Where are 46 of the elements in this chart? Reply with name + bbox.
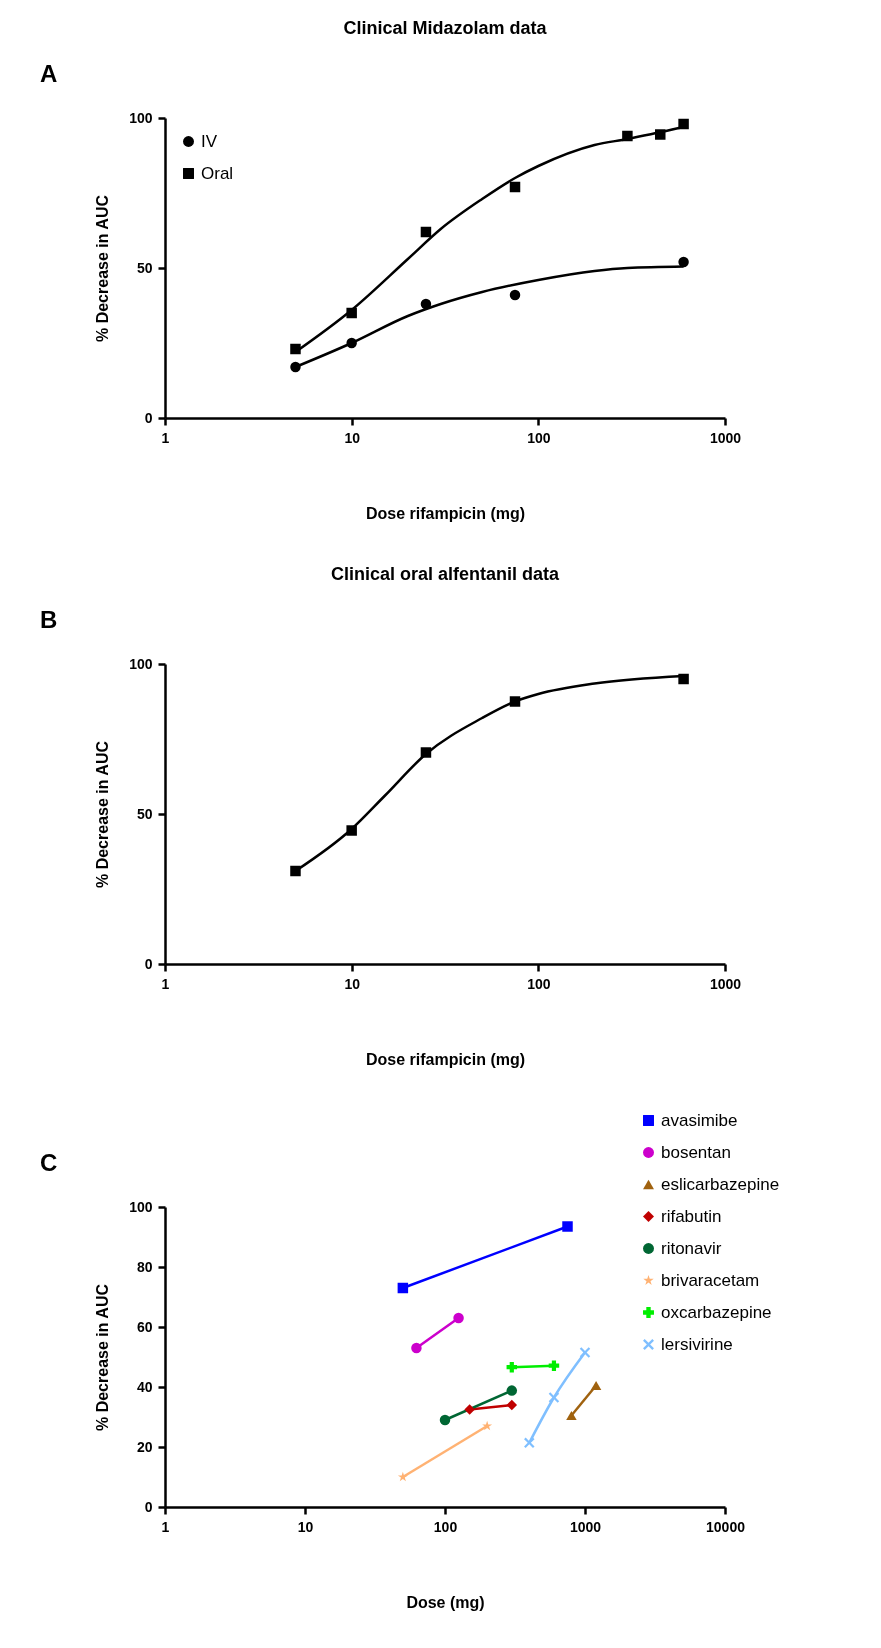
y-tick-label: 40 bbox=[136, 1378, 153, 1395]
text: B bbox=[40, 606, 58, 633]
y-tick-label: 100 bbox=[129, 1198, 153, 1215]
x-tick-label: 10000 bbox=[706, 1518, 746, 1535]
chart-title: Clinical Midazolam data bbox=[343, 18, 548, 38]
text: A bbox=[40, 60, 58, 87]
text: C bbox=[40, 1149, 58, 1176]
x-tick-label: 10 bbox=[344, 975, 361, 992]
x-tick-label: 10 bbox=[344, 429, 361, 446]
x-axis-title: Dose (mg) bbox=[406, 1593, 485, 1611]
legend-label: rifabutin bbox=[661, 1206, 722, 1226]
y-tick-label: 50 bbox=[136, 805, 153, 822]
y-tick-label: 50 bbox=[136, 259, 153, 276]
x-tick-label: 100 bbox=[527, 975, 551, 992]
y-tick-label: 0 bbox=[144, 1498, 153, 1515]
y-tick-label: 0 bbox=[144, 955, 153, 972]
y-tick-label: 100 bbox=[129, 109, 153, 126]
chart-title: Clinical oral alfentanil data bbox=[330, 564, 561, 584]
legend-label: ritonavir bbox=[661, 1238, 722, 1258]
y-tick-label: 80 bbox=[136, 1258, 153, 1275]
y-tick-label: 20 bbox=[136, 1438, 153, 1455]
legend-label: eslicarbazepine bbox=[661, 1174, 780, 1194]
x-axis-title: Dose rifampicin (mg) bbox=[365, 504, 526, 522]
x-tick-label: 1000 bbox=[569, 1518, 602, 1535]
x-tick-label: 1 bbox=[161, 975, 170, 992]
y-axis-title: % Decrease in AUC bbox=[94, 194, 112, 343]
x-tick-label: 100 bbox=[527, 429, 551, 446]
x-tick-label: 100 bbox=[433, 1518, 458, 1535]
y-axis-title: % Decrease in AUC bbox=[94, 740, 112, 889]
legend-label: oxcarbazepine bbox=[661, 1302, 772, 1322]
x-tick-label: 10 bbox=[297, 1518, 314, 1535]
y-tick-label: 100 bbox=[129, 655, 153, 672]
y-axis-title: % Decrease in AUC bbox=[94, 1283, 112, 1432]
x-axis-title: Dose rifampicin (mg) bbox=[365, 1050, 526, 1068]
y-tick-label: 60 bbox=[136, 1318, 153, 1335]
x-tick-label: 1000 bbox=[709, 975, 742, 992]
legend-label: Oral bbox=[201, 163, 234, 183]
legend-label: brivaracetam bbox=[661, 1270, 760, 1290]
legend-label: IV bbox=[201, 131, 218, 151]
x-tick-label: 1 bbox=[161, 1518, 170, 1535]
legend-label: bosentan bbox=[661, 1142, 731, 1162]
y-tick-label: 0 bbox=[144, 409, 153, 426]
x-tick-label: 1000 bbox=[709, 429, 742, 446]
legend-label: lersivirine bbox=[661, 1334, 733, 1354]
x-tick-label: 1 bbox=[161, 429, 170, 446]
legend-label: avasimibe bbox=[661, 1110, 738, 1130]
